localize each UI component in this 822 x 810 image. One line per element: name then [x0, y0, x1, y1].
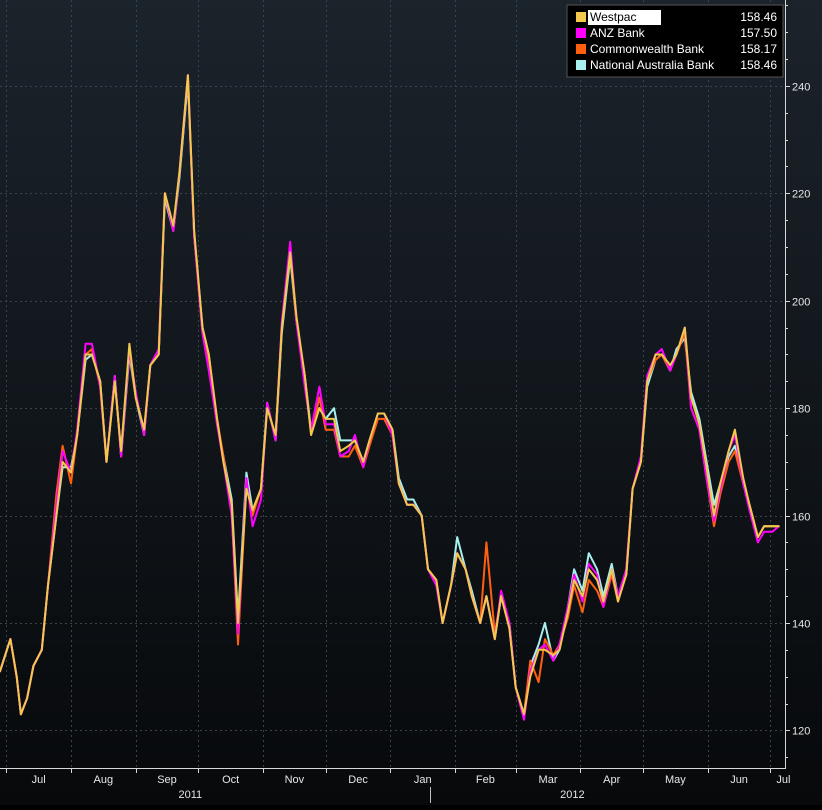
x-tick-label: Apr	[603, 774, 620, 786]
x-axis: Jul Aug Sep Oct Nov Dec Jan Feb Mar Apr May Jun Jul 2…	[6, 768, 790, 803]
x-tick-label: Dec	[348, 774, 368, 786]
legend-value: 158.17	[740, 42, 777, 56]
y-tick-label: 240	[792, 82, 810, 94]
y-tick-label: 140	[792, 619, 810, 631]
legend-swatch	[576, 44, 586, 54]
x-tick-label: Jul	[32, 774, 46, 786]
legend-value: 158.46	[740, 58, 777, 72]
x-tick-label: Mar	[539, 774, 558, 786]
grid-layer	[0, 0, 785, 768]
x-tick-label: Jul	[776, 774, 790, 786]
y-tick-label: 220	[792, 189, 810, 201]
legend-highlight	[588, 10, 661, 25]
legend: Westpac 158.46 ANZ Bank 157.50 Commonwealth …	[566, 4, 784, 78]
y-tick-label: 180	[792, 404, 810, 416]
legend-value: 158.46	[740, 10, 777, 24]
legend-label: Westpac	[590, 10, 636, 24]
y-axis: 120 140 160 180 200 220 240	[785, 5, 810, 758]
x-tick-label: Oct	[222, 774, 239, 786]
x-tick-label: Aug	[94, 774, 114, 786]
x-tick-label: May	[665, 774, 686, 786]
y-tick-label: 120	[792, 726, 810, 738]
y-tick-label: 160	[792, 512, 810, 524]
year-label: 2011	[179, 789, 203, 801]
legend-swatch	[576, 60, 586, 70]
legend-value: 157.50	[740, 26, 777, 40]
x-tick-label: Jan	[414, 774, 432, 786]
x-tick-label: Jun	[730, 774, 748, 786]
year-label: 2012	[560, 789, 584, 801]
x-tick-label: Sep	[157, 774, 177, 786]
series-line-westpac	[0, 74, 780, 716]
x-tick-label: Feb	[476, 774, 495, 786]
series-layer	[0, 74, 780, 721]
legend-swatch	[576, 28, 586, 38]
legend-label: National Australia Bank	[590, 58, 715, 72]
y-tick-label: 200	[792, 297, 810, 309]
x-tick-label: Nov	[285, 774, 305, 786]
legend-label: ANZ Bank	[590, 26, 646, 40]
legend-swatch	[576, 12, 586, 22]
legend-label: Commonwealth Bank	[590, 42, 705, 56]
